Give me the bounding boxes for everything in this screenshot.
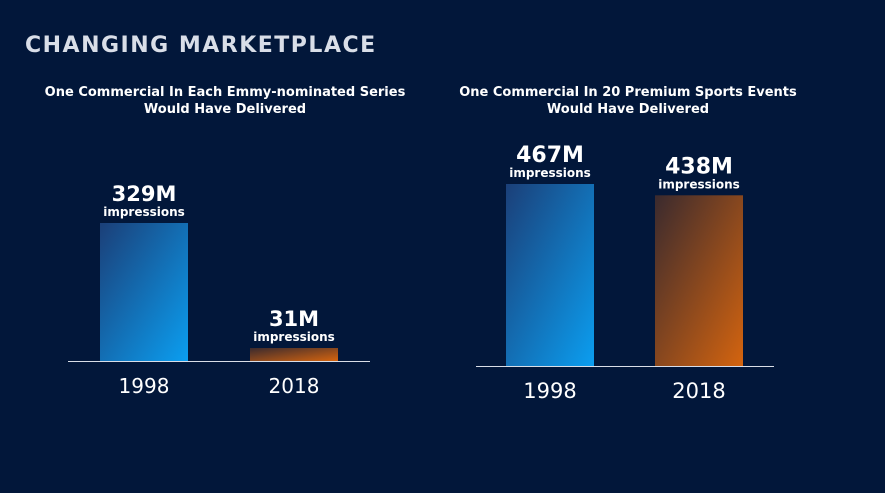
emmy-bar-2018 [250, 347, 338, 361]
emmy-unit-label-1998: impressions [103, 205, 185, 219]
emmy-value-label-1998: 329M [112, 182, 177, 206]
emmy-category-label-2018: 2018 [269, 374, 320, 398]
sports-chart-panel: One Commercial In 20 Premium Sports Even… [448, 0, 808, 493]
emmy-chart-title-line2: Would Have Delivered [143, 102, 307, 117]
emmy-category-label-1998: 1998 [119, 374, 170, 398]
sports-category-label-2018: 2018 [672, 379, 725, 403]
sports-chart-title-line1: One Commercial In 20 Premium Sports Even… [459, 85, 797, 100]
sports-value-label-2018: 438M [665, 154, 733, 179]
emmy-bar-1998 [100, 223, 188, 361]
sports-unit-label-2018: impressions [658, 177, 740, 191]
emmy-value-label-2018: 31M [269, 307, 319, 331]
sports-category-label-1998: 1998 [523, 379, 576, 403]
emmy-chart-title: One Commercial In Each Emmy-nominated Se… [40, 84, 410, 118]
sports-chart-title-line2: Would Have Delivered [546, 102, 710, 117]
sports-bar-1998 [506, 184, 594, 366]
emmy-chart-title-line1: One Commercial In Each Emmy-nominated Se… [44, 85, 406, 100]
sports-unit-label-1998: impressions [509, 166, 591, 180]
sports-value-label-1998: 467M [516, 143, 584, 168]
emmy-chart-panel: One Commercial In Each Emmy-nominated Se… [40, 0, 410, 493]
sports-chart-title: One Commercial In 20 Premium Sports Even… [448, 84, 808, 118]
page-title: CHANGING MARKETPLACE [25, 33, 377, 58]
emmy-unit-label-2018: impressions [253, 330, 335, 344]
sports-bar-2018 [655, 195, 743, 366]
